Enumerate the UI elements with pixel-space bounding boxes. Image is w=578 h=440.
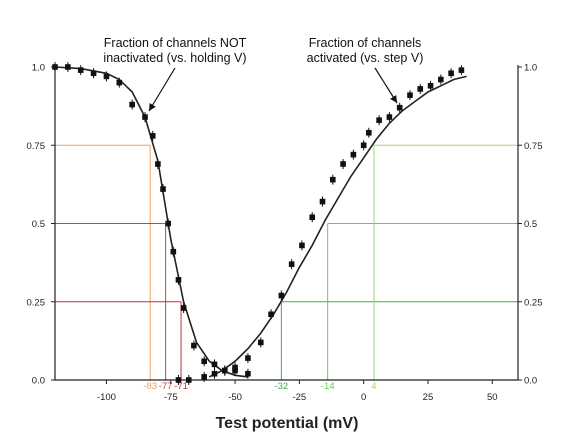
data-point-1-19 [376,117,382,124]
fit-curve-0 [54,66,248,378]
arrow-activated [374,67,398,104]
annotation-not-inactivated: Fraction of channels NOT inactivated (vs… [85,36,265,66]
annotation-arrows [148,67,398,112]
data-point-0-10 [160,186,166,192]
x-tick-label-4: 0 [361,392,366,403]
data-point-0-8 [149,133,156,139]
data-point-1-8 [268,311,274,318]
right-y-tick-label-3: 0.25 [524,297,543,308]
data-point-1-21 [396,104,403,111]
data-point-1-7 [257,339,264,346]
left-y-tick-label-0: 1.0 [32,63,45,74]
x-axis-label: Test potential (mV) [216,415,359,432]
data-point-1-23 [417,86,424,92]
fit-curves [54,66,467,378]
data-point-0-20 [245,370,251,377]
data-point-0-3 [90,70,97,77]
data-point-1-14 [330,176,336,183]
data-point-1-12 [309,214,316,221]
reference-x-label-4: -14 [321,381,335,392]
x-tick-label-6: 50 [487,392,498,403]
reference-lines: -83 -77 -71 -32 -14 4 [55,144,518,392]
data-point-1-27 [458,67,465,73]
reference-x-label-1: -77 [159,381,173,392]
x-tick-label-2: -50 [228,392,242,403]
data-point-0-14 [180,305,187,311]
data-point-1-11 [299,242,305,249]
data-point-0-6 [129,101,135,108]
data-point-0-9 [155,161,161,167]
data-point-1-5 [232,364,238,371]
left-y-tick-label-3: 0.25 [27,297,46,308]
data-points [52,62,465,385]
right-y-tick-label-0: 1.0 [524,63,537,74]
data-point-1-1 [185,377,192,383]
data-point-0-12 [170,248,177,255]
data-point-1-6 [245,355,251,361]
data-point-1-26 [448,70,454,77]
data-point-0-13 [175,277,182,283]
x-tick-label-3: -25 [292,392,306,403]
data-point-1-15 [340,161,346,167]
data-point-1-22 [407,92,413,98]
x-tick-label-1: -75 [164,392,178,403]
reference-x-label-3: -32 [274,381,288,392]
data-point-0-5 [116,79,123,86]
data-point-0-11 [165,220,171,227]
data-point-0-1 [65,64,71,70]
data-point-1-4 [221,367,228,374]
axes: 1.0 0.75 0.5 0.25 0.0 1.0 0.75 0.5 0.25 0.0 -100 -7… [27,63,543,404]
data-point-1-2 [201,374,207,380]
reference-x-label-0: -83 [143,381,157,392]
data-point-0-7 [142,114,148,120]
annotation-activated-line1: Fraction of channels [308,36,422,50]
left-y-tick-label-2: 0.5 [32,219,45,230]
data-point-0-2 [77,67,84,73]
annotation-not-inactivated-line2: inactivated (vs. holding V) [103,51,247,65]
data-point-0-0 [52,64,58,70]
data-point-0-17 [211,361,218,368]
data-point-1-18 [366,129,372,136]
left-y-tick-label-1: 0.75 [27,141,46,152]
annotation-not-inactivated-line1: Fraction of channels NOT [103,36,247,50]
data-point-1-13 [319,198,326,205]
data-point-1-3 [211,370,218,377]
reference-x-label-5: 4 [371,381,376,392]
data-point-1-17 [360,142,367,149]
data-point-1-16 [350,151,357,158]
left-y-tick-label-4: 0.0 [32,376,45,387]
data-point-0-4 [103,73,110,80]
fit-curve-1 [208,75,467,378]
annotation-activated-line2: activated (vs. step V) [306,51,424,65]
data-point-0-15 [191,342,197,349]
right-y-tick-label-2: 0.5 [524,219,537,230]
x-tick-label-5: 25 [423,392,434,403]
x-tick-label-0: -100 [97,392,116,403]
right-y-tick-label-1: 0.75 [524,141,543,152]
data-point-1-9 [278,292,285,299]
data-point-1-24 [427,82,434,89]
reference-x-label-2: -71 [174,381,188,392]
data-point-1-20 [386,114,393,120]
annotation-activated: Fraction of channels activated (vs. step… [290,36,440,66]
data-point-1-10 [288,261,295,267]
data-point-1-0 [175,377,182,383]
data-point-0-16 [201,358,207,365]
arrow-not-inactivated [148,67,176,112]
data-point-1-25 [438,76,444,83]
right-y-tick-label-4: 0.0 [524,376,537,387]
